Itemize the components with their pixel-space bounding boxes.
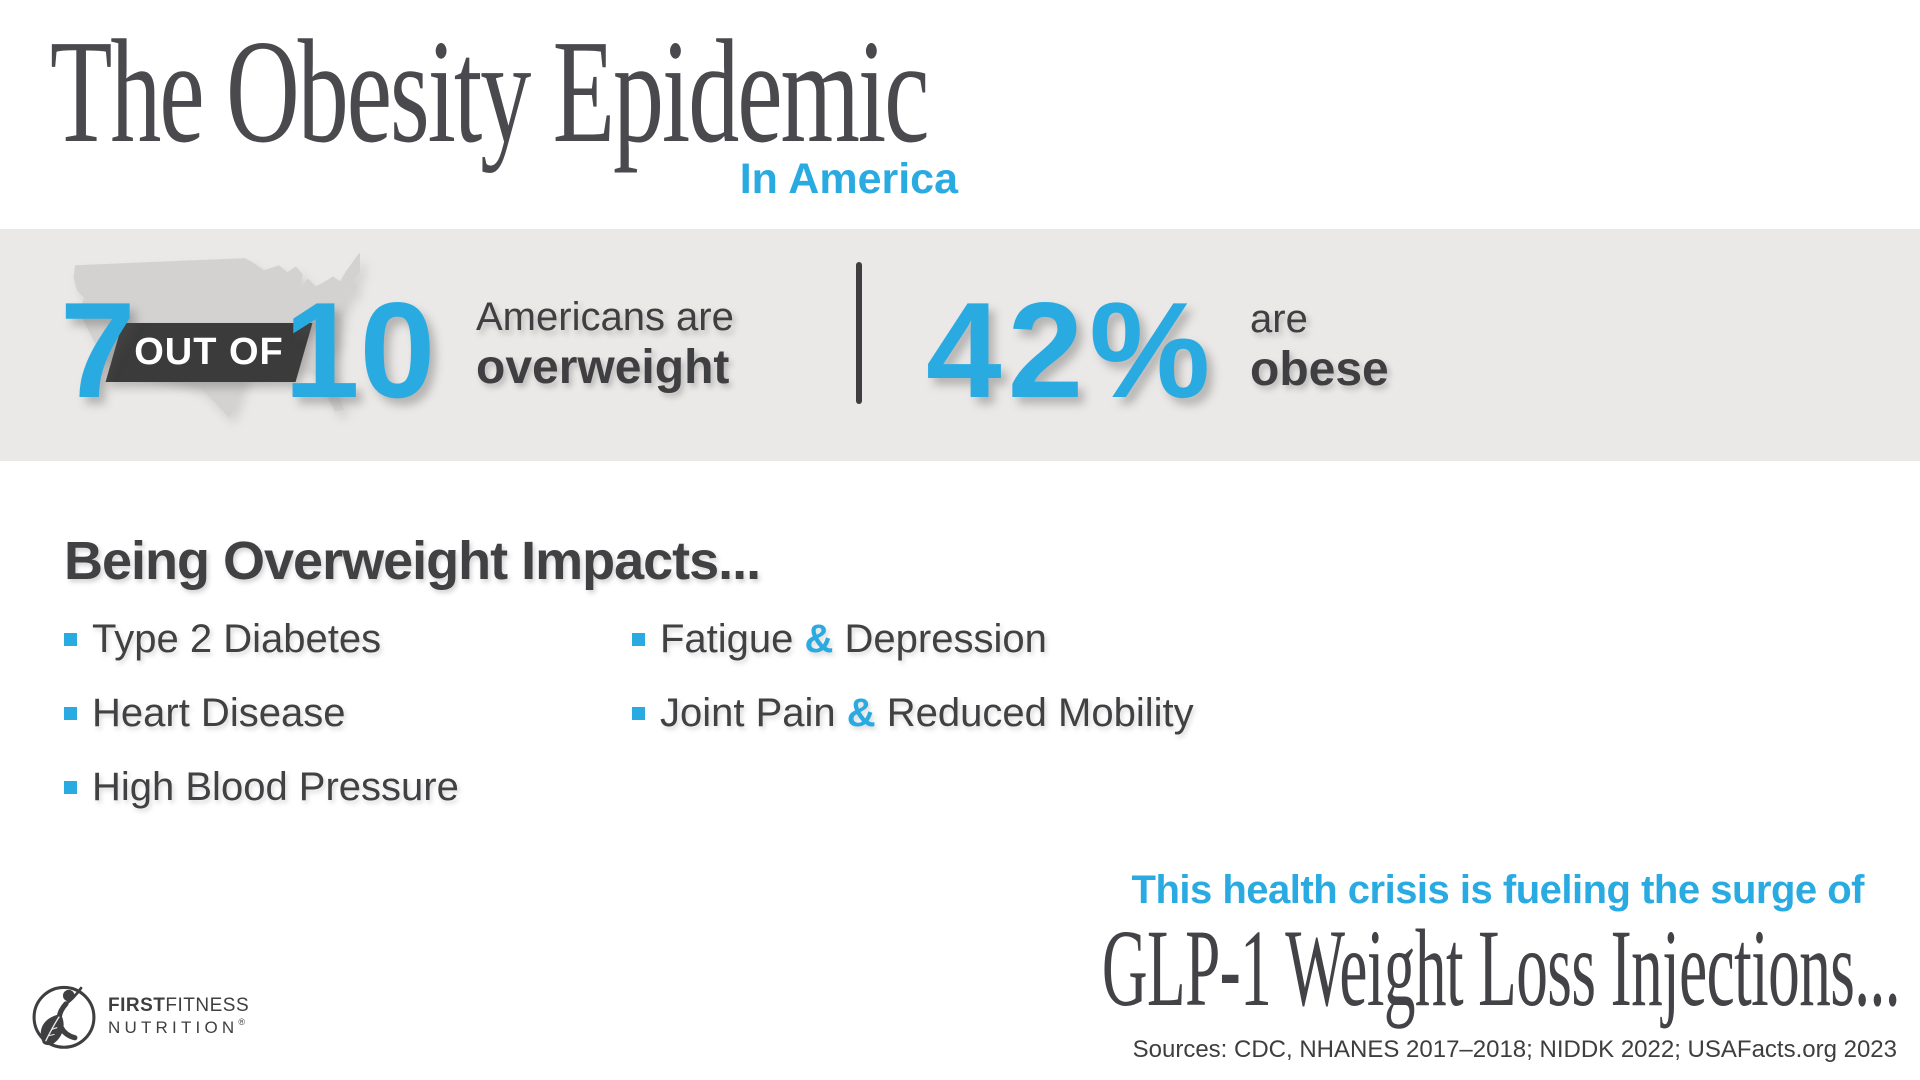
bullet-square-icon — [64, 707, 77, 720]
bullet-square-icon — [64, 633, 77, 646]
impacts-heading: Being Overweight Impacts... — [64, 531, 761, 591]
list-item: Heart Disease — [64, 692, 345, 734]
stat-number-42-percent: 42% — [926, 274, 1217, 426]
firstfitness-logo-icon — [32, 985, 96, 1049]
list-item: Fatigue & Depression — [632, 618, 1047, 660]
brand-line2: NUTRITION® — [108, 1017, 245, 1037]
brand-line1: FIRSTFITNESS — [108, 995, 250, 1016]
overweight-caption: Americans are overweight — [476, 297, 734, 392]
stat-number-10: 10 — [284, 274, 436, 426]
bullet-square-icon — [64, 781, 77, 794]
out-of-label: OUT OF — [134, 331, 284, 373]
list-item: Type 2 Diabetes — [64, 618, 381, 660]
stat-number-7: 7 — [60, 274, 136, 426]
page-title: The Obesity Epidemic — [50, 10, 930, 174]
list-item: High Blood Pressure — [64, 766, 459, 808]
obese-caption: are obese — [1250, 299, 1389, 394]
vertical-divider — [856, 262, 862, 404]
sources-line: Sources: CDC, NHANES 2017–2018; NIDDK 20… — [1132, 1036, 1897, 1063]
page-subtitle: In America — [739, 155, 958, 203]
bullet-square-icon — [632, 633, 645, 646]
cta-glp1-line: GLP-1 Weight Loss Injections... — [1101, 907, 1901, 1029]
overweight-caption-line2: overweight — [476, 341, 730, 394]
registered-mark: ® — [238, 1017, 245, 1027]
firstfitness-logo: FIRSTFITNESS NUTRITION® — [30, 982, 249, 1050]
list-item: Joint Pain & Reduced Mobility — [632, 692, 1194, 734]
cta-block: This health crisis is fueling the surge … — [512, 868, 1901, 1029]
brand-wordmark: FIRSTFITNESS NUTRITION® — [108, 982, 249, 1036]
impact-label: Fatigue & Depression — [660, 617, 1047, 661]
impact-label: Heart Disease — [92, 691, 346, 735]
impact-label: Joint Pain & Reduced Mobility — [660, 691, 1194, 735]
cta-lead-line: This health crisis is fueling the surge … — [1131, 868, 1865, 912]
obese-caption-line2: obese — [1250, 343, 1389, 396]
stats-band: 7 OUT OF 10 Americans are overweight 42%… — [0, 229, 1920, 461]
obese-caption-line1: are — [1250, 297, 1308, 341]
impact-label: Type 2 Diabetes — [92, 617, 382, 661]
overweight-caption-line1: Americans are — [476, 295, 734, 339]
bullet-square-icon — [632, 707, 645, 720]
impact-label: High Blood Pressure — [92, 765, 459, 809]
